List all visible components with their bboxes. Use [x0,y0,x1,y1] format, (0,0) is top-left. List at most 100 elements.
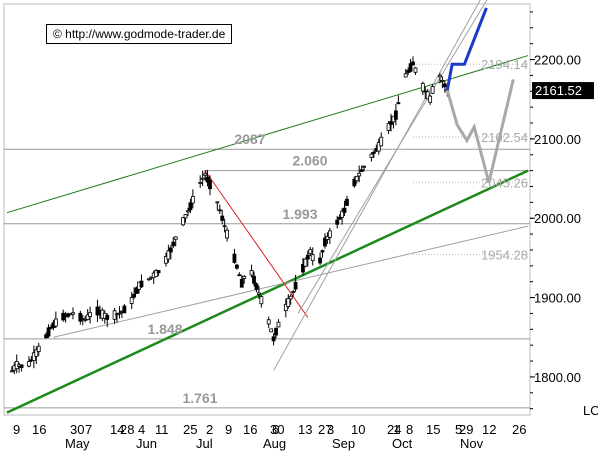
candle-body [362,165,366,168]
target-level-label: 2045.26 [481,175,528,190]
candle-body [276,321,281,328]
candle-body [318,257,322,264]
x-month-label: Jul [196,436,213,451]
candle-body [274,327,278,336]
candle-body [420,83,425,92]
candle-body [78,312,83,322]
candle-body [376,142,381,152]
candle-body [352,178,357,187]
candle-body [259,296,264,305]
candle-body [222,225,227,228]
y-tick-label: 1800.00 [534,370,581,385]
candle-body [239,278,244,288]
candle-body [379,136,384,147]
x-day-label: 26 [512,422,526,437]
x-day-label: 9 [13,422,20,437]
candle-body [88,312,93,317]
x-day-label: 3 [327,422,334,437]
candle-body [389,121,393,125]
x-day-label: 16 [32,422,46,437]
candle-body [237,274,242,277]
candle-body [440,80,445,82]
x-month-label: Jun [136,436,157,451]
candle-body [215,201,220,204]
candle-body [257,292,261,295]
x-day-label: 28 [120,422,134,437]
x-day-label: 1 [393,422,400,437]
level-label: 1.761 [182,390,217,406]
candle-body [36,345,41,352]
candle-body [286,298,291,307]
x-day-label: 30 [270,422,284,437]
x-day-label: 24 [387,422,401,437]
candle-body [53,318,58,327]
candle-body [200,177,205,180]
candle-body [198,182,203,184]
candle-body [139,280,144,288]
candle-body [173,236,178,240]
level-label: 1.848 [147,321,182,337]
steep-channel-upper [297,0,488,314]
candle-body [442,83,447,88]
x-day-label: 4 [138,422,145,437]
x-day-label: 29 [459,422,473,437]
candle-body [154,269,159,278]
y-tick-label: 2100.00 [534,132,581,147]
price-layer [9,56,450,375]
candle-body [354,175,359,182]
candle-body [217,209,222,212]
x-day-label: 13 [298,422,312,437]
candle-body [19,364,24,368]
projection-blue-path [445,7,488,91]
candle-body [291,291,296,293]
x-day-label: 15 [426,422,440,437]
candle-body [190,196,195,204]
x-day-label: 30 [70,422,84,437]
candle-body [386,123,391,131]
candle-body [308,249,313,254]
candle-body [254,283,259,290]
candle-body [305,254,310,260]
candle-body [225,229,230,239]
candle-body [340,210,344,218]
candle-body [320,250,325,253]
steep-channel-lower [273,0,481,371]
labels-layer: 2087 2.060 1.993 1.848 1.761 2194.14 2102.54 20… [147,57,528,406]
candle-body [283,303,288,312]
candle-body [186,210,190,213]
candle-body [337,216,342,220]
candle-body [27,361,31,367]
candle-body [293,281,298,290]
candle-body [188,202,193,211]
candle-body [325,236,330,240]
candle-body [34,349,39,357]
candle-body [271,336,276,342]
candle-body [83,318,88,321]
candle-body [411,61,415,66]
candle-body [232,253,237,263]
candle-body [342,207,347,213]
candle-body [371,151,376,154]
x-day-label: 25 [183,422,197,437]
level-label: 2.060 [292,153,327,169]
target-level-label: 2194.14 [481,57,528,72]
projection-layer [445,7,515,183]
plot-frame [3,3,531,416]
candle-body [335,219,340,225]
candle-body [164,256,168,264]
level-label: 2087 [234,131,265,147]
gray-base-trendline [53,225,529,338]
candle-body [269,328,274,333]
candle-body [166,250,171,260]
x-day-label: 11 [155,422,169,437]
candle-body [310,254,315,261]
x-day-label: 10 [351,422,365,437]
candle-body [183,214,188,219]
candle-body [359,169,364,173]
candle-body [249,270,254,276]
x-day-label: 7 [85,422,92,437]
candle-body [134,287,139,294]
red-downtrend-line [204,170,309,318]
candle-body [266,319,271,325]
candle-body [408,63,413,72]
